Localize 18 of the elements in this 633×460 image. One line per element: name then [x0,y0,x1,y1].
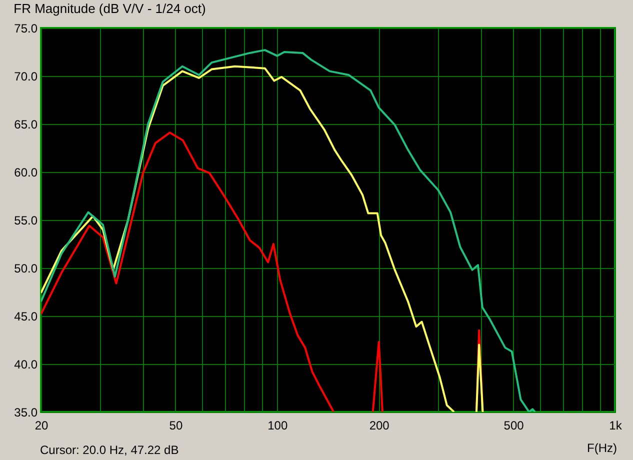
y-tick-label: 75.0 [14,22,38,36]
text: Cursor: 20.0 Hz, 47.22 dB [40,443,179,457]
x-tick-label: 100 [268,418,288,432]
x-axis-title: F(Hz) [587,441,617,455]
x-tick-label: 20 [34,418,48,432]
y-tick-label: 50.0 [14,262,38,276]
y-tick-label: 55.0 [14,214,38,228]
y-tick-label: 60.0 [14,166,38,180]
chart-title: FR Magnitude (dB V/V - 1/24 oct) [14,1,206,16]
y-tick-label: 40.0 [14,358,38,372]
y-tick-label: 65.0 [14,118,38,132]
x-tick-label: 50 [169,418,183,432]
x-tick-label: 500 [504,418,524,432]
y-tick-label: 45.0 [14,310,38,324]
y-tick-label: 70.0 [14,70,38,84]
x-tick-label: 200 [369,418,390,432]
y-tick-label: 35.0 [14,406,38,420]
x-tick-label: 1k [609,418,623,432]
